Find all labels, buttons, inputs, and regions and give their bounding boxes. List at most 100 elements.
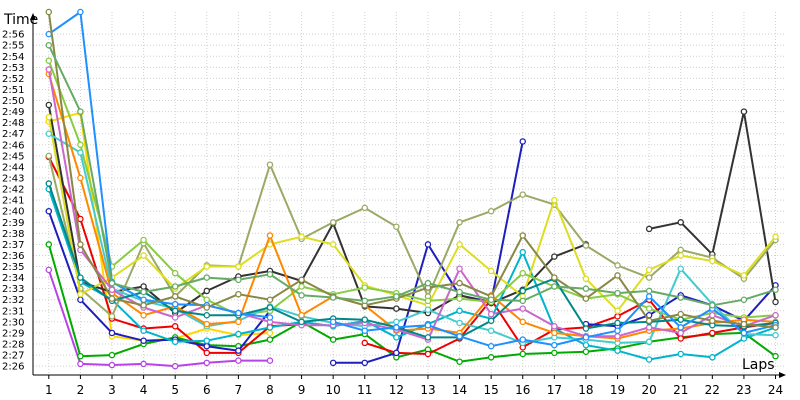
y-tick-label: 2:32 xyxy=(2,295,24,306)
data-point xyxy=(487,327,495,334)
data-point xyxy=(329,318,337,326)
data-point xyxy=(424,279,432,287)
series-1 xyxy=(45,266,274,370)
series-15 xyxy=(45,8,779,350)
data-point xyxy=(393,318,400,326)
data-point xyxy=(203,263,211,270)
data-point xyxy=(519,305,526,312)
data-point xyxy=(456,333,463,340)
series-10 xyxy=(45,57,779,323)
data-point xyxy=(361,297,369,305)
data-point xyxy=(519,336,526,343)
data-point xyxy=(709,302,716,309)
data-point xyxy=(361,359,369,367)
data-point xyxy=(487,310,495,318)
y-tick-label: 2:43 xyxy=(2,174,24,185)
data-point xyxy=(614,319,621,327)
data-point xyxy=(171,269,179,277)
data-point xyxy=(645,287,653,295)
y-tick-label: 2:44 xyxy=(2,162,24,173)
data-point xyxy=(551,323,558,330)
data-point xyxy=(487,207,495,215)
data-point xyxy=(772,311,779,319)
data-point xyxy=(235,330,242,338)
data-point xyxy=(709,257,716,265)
data-point xyxy=(551,274,558,281)
series-line xyxy=(48,11,271,319)
data-point xyxy=(456,219,463,226)
data-point xyxy=(645,338,653,346)
data-point xyxy=(45,207,53,215)
data-point xyxy=(582,348,590,356)
series-line xyxy=(47,11,776,329)
data-point xyxy=(329,294,337,301)
y-axis-title: Time xyxy=(3,12,38,28)
data-point xyxy=(140,311,147,319)
data-point xyxy=(487,296,495,303)
data-point xyxy=(487,317,495,325)
data-point xyxy=(424,241,432,248)
data-point xyxy=(551,349,558,357)
data-point xyxy=(582,325,590,332)
data-point xyxy=(519,138,526,145)
series-9 xyxy=(45,113,779,315)
data-point xyxy=(393,305,400,312)
data-point xyxy=(677,316,684,323)
series-line xyxy=(47,269,270,368)
y-tick-label: 2:47 xyxy=(2,129,24,140)
series-layer xyxy=(45,8,779,370)
data-point xyxy=(266,232,274,239)
data-point xyxy=(740,329,748,337)
y-tick-label: 2:42 xyxy=(2,185,24,196)
data-point xyxy=(677,252,684,259)
data-point xyxy=(614,262,621,269)
y-tick-label: 2:51 xyxy=(2,85,24,96)
data-point xyxy=(140,360,147,368)
data-point xyxy=(677,294,684,301)
data-point xyxy=(772,298,779,306)
data-point xyxy=(487,342,495,350)
data-point xyxy=(677,329,684,337)
data-point xyxy=(582,285,590,292)
x-tick-label: 11 xyxy=(357,383,372,397)
data-point xyxy=(677,350,684,358)
y-tick-label: 2:34 xyxy=(2,273,24,284)
series-line xyxy=(364,298,776,355)
series-line xyxy=(47,188,776,361)
data-point xyxy=(266,329,274,337)
data-point xyxy=(519,232,526,239)
data-point xyxy=(45,266,53,274)
data-point xyxy=(77,8,84,16)
y-tick-label: 2:45 xyxy=(2,151,24,162)
data-point xyxy=(582,242,590,249)
data-point xyxy=(614,307,621,315)
data-point xyxy=(740,296,748,303)
x-axis-title: Laps xyxy=(742,357,775,373)
data-point xyxy=(108,361,116,369)
x-tick-label: 12 xyxy=(389,383,404,397)
data-point xyxy=(298,283,305,290)
data-point xyxy=(519,191,526,198)
data-point xyxy=(77,360,84,368)
data-point xyxy=(361,327,369,334)
data-point xyxy=(266,161,274,168)
data-point xyxy=(45,130,53,137)
series-line xyxy=(47,60,776,321)
x-tick-label: 18 xyxy=(578,383,593,397)
data-point xyxy=(266,304,274,311)
data-point xyxy=(298,276,305,284)
data-point xyxy=(266,296,274,303)
data-point xyxy=(203,304,211,311)
data-point xyxy=(519,318,526,326)
data-point xyxy=(171,293,179,300)
y-axis-arrow xyxy=(30,13,36,20)
data-point xyxy=(614,333,621,340)
data-point xyxy=(772,286,779,294)
data-point xyxy=(645,225,653,233)
x-tick-label: 6 xyxy=(203,383,211,397)
data-point xyxy=(614,272,621,279)
y-tick-label: 2:35 xyxy=(2,262,24,273)
data-point xyxy=(266,324,274,331)
series-line xyxy=(47,210,271,352)
data-point xyxy=(108,313,116,320)
